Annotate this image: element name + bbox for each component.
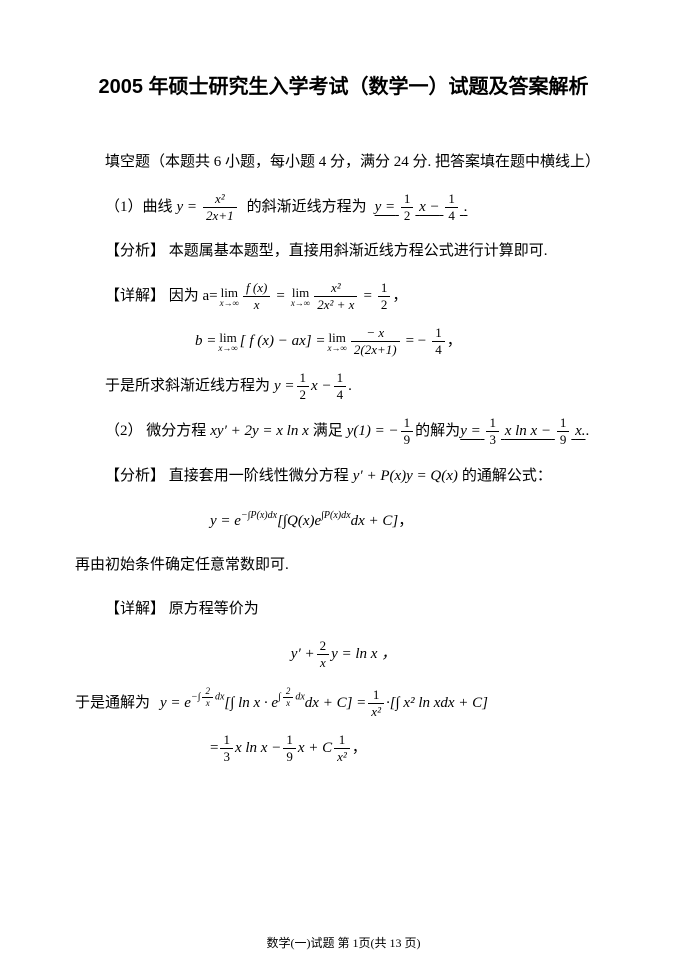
detail-1b: b = lim x→∞ [ f (x) − ax] = lim x→∞ − x … <box>75 325 612 358</box>
page-footer: 数学(一)试题 第 1页(共 13 页) <box>0 934 687 951</box>
detail-1a: 【详解】 因为 a= lim x→∞ f (x) x = lim x→∞ x² … <box>75 280 612 313</box>
conclusion-1: 于是所求斜渐近线方程为 y = 1 2 x − 1 4 . <box>75 370 612 403</box>
analysis-2: 【分析】 直接套用一阶线性微分方程 y′ + P(x)y = Q(x) 的通解公… <box>75 460 612 493</box>
q1-curve-y: y = <box>177 191 198 224</box>
detail-2-label: 【详解】 原方程等价为 <box>75 594 612 624</box>
intro-text: 填空题（本题共 6 小题，每小题 4 分，满分 24 分. 把答案填在题中横线上… <box>75 147 612 177</box>
q1-text1: 的斜渐近线方程为 <box>247 191 367 224</box>
analysis-1: 【分析】 本题属基本题型，直接用斜渐近线方程公式进行计算即可. <box>75 236 612 266</box>
q1-answer: y = 1 2 x − 1 4 . <box>375 191 468 224</box>
question-2: （2） 微分方程 xy′ + 2y = x ln x 满足 y(1) = − 1… <box>75 415 612 448</box>
text-after-formula: 再由初始条件确定任意常数即可. <box>75 550 612 580</box>
page-title: 2005 年硕士研究生入学考试（数学一）试题及答案解析 <box>75 70 612 99</box>
detail-2-eq: y′ + 2 x y = ln x ， <box>75 638 612 671</box>
question-1: （1）曲线 y = x² 2x+1 的斜渐近线方程为 y = 1 2 x − 1… <box>75 191 612 224</box>
q1-label: （1）曲线 <box>105 191 173 224</box>
q1-curve-frac: x² 2x+1 <box>203 191 237 223</box>
q2-answer: y = 1 3 x ln x − 1 9 x. <box>460 415 585 448</box>
formula-2: y = e −∫P(x)dx [∫ Q(x)e ∫P(x)dx dx + C] … <box>75 505 612 538</box>
general-solution-2: = 1 3 x ln x − 1 9 x + C 1 x² ， <box>75 732 612 765</box>
general-solution: 于是通解为 y = e −∫2xdx [∫ ln x · e ∫2xdx dx … <box>75 687 612 720</box>
